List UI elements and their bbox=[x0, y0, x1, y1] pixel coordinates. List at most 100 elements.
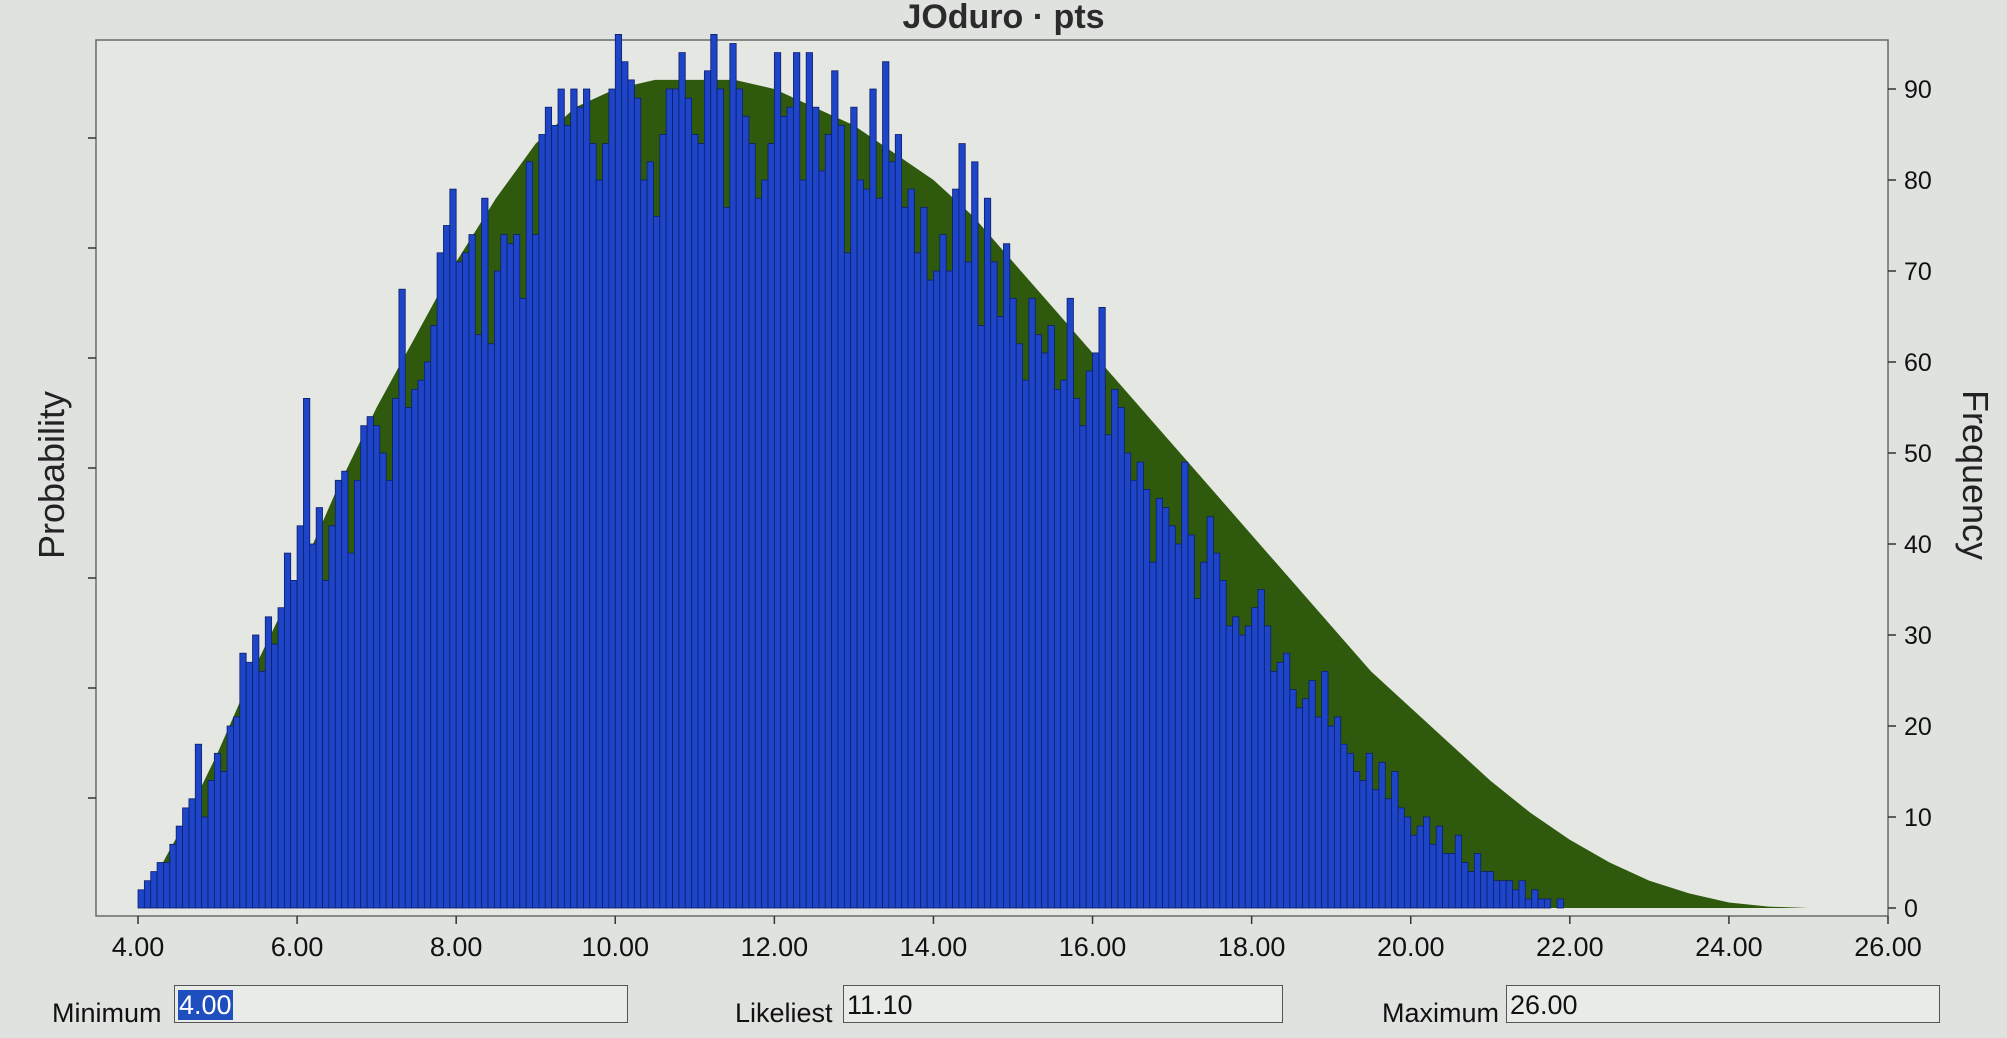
histogram-bar bbox=[303, 397, 311, 909]
x-tick-label: 6.00 bbox=[271, 932, 324, 962]
histogram-bar bbox=[1435, 825, 1443, 909]
histogram-bar bbox=[754, 197, 763, 909]
histogram-bar bbox=[163, 862, 171, 909]
y-tick-label: 80 bbox=[1904, 167, 1932, 195]
histogram-bar bbox=[939, 234, 947, 909]
histogram-bar bbox=[283, 552, 292, 909]
histogram-bar bbox=[1365, 752, 1373, 909]
histogram-bar bbox=[1181, 461, 1189, 909]
histogram-bar bbox=[1155, 498, 1163, 909]
y-tick-label: 90 bbox=[1904, 76, 1932, 104]
histogram-bar bbox=[1047, 325, 1055, 909]
histogram-bar bbox=[252, 634, 260, 909]
histogram-bar bbox=[882, 61, 890, 909]
histogram-bar bbox=[1111, 388, 1119, 909]
histogram-bar bbox=[1327, 725, 1335, 909]
histogram-bar bbox=[296, 525, 304, 909]
histogram-bar bbox=[245, 661, 253, 909]
histogram-bar bbox=[640, 179, 648, 909]
histogram-bar bbox=[1244, 625, 1253, 909]
histogram-bar bbox=[334, 479, 343, 909]
likeliest-value: 11.10 bbox=[847, 990, 913, 1020]
histogram-bar bbox=[449, 188, 457, 909]
histogram-bar bbox=[742, 115, 750, 909]
histogram-bar bbox=[1384, 798, 1393, 909]
histogram-bar bbox=[506, 243, 514, 909]
histogram-bar bbox=[392, 397, 400, 909]
histogram-bar bbox=[633, 97, 642, 909]
histogram-bar bbox=[1270, 671, 1278, 909]
minimum-label: Minimum bbox=[52, 998, 162, 1028]
histogram-bar bbox=[1480, 871, 1488, 909]
histogram-bar bbox=[773, 52, 782, 909]
histogram-bar bbox=[1200, 561, 1208, 909]
y-axis-right-label: Frequency bbox=[1955, 389, 1996, 561]
histogram-bar bbox=[455, 261, 463, 909]
histogram-bar bbox=[487, 343, 495, 909]
histogram-bar bbox=[239, 652, 247, 909]
histogram-bar bbox=[1003, 243, 1011, 909]
histogram-bar bbox=[570, 88, 578, 909]
y-tick-label: 10 bbox=[1904, 804, 1932, 832]
histogram-bar bbox=[322, 580, 330, 909]
histogram-bar bbox=[1168, 525, 1176, 909]
histogram-bar bbox=[945, 270, 953, 909]
histogram-bar bbox=[1015, 343, 1023, 909]
x-tick-label: 14.00 bbox=[900, 932, 968, 962]
y-tick-label: 0 bbox=[1904, 895, 1918, 923]
histogram-bar bbox=[233, 716, 241, 909]
histogram-bar bbox=[1060, 379, 1068, 909]
histogram-bar bbox=[379, 452, 387, 909]
maximum-field[interactable]: 26.00 bbox=[1506, 985, 1940, 1023]
histogram-bar bbox=[1308, 680, 1316, 909]
histogram-bar bbox=[175, 825, 183, 909]
histogram-bar bbox=[468, 234, 476, 909]
histogram-bar bbox=[1034, 334, 1043, 909]
x-tick-label: 24.00 bbox=[1695, 932, 1763, 962]
histogram-bar bbox=[557, 88, 565, 909]
histogram-bar bbox=[1123, 452, 1132, 909]
histogram-bar bbox=[843, 252, 852, 909]
histogram-bar bbox=[863, 188, 871, 909]
likeliest-field[interactable]: 11.10 bbox=[843, 985, 1283, 1023]
histogram-bar bbox=[404, 407, 413, 909]
histogram-bar bbox=[576, 106, 584, 909]
histogram-bar bbox=[563, 125, 572, 909]
histogram-bar bbox=[182, 807, 190, 909]
y-axis-left bbox=[88, 137, 96, 799]
histogram-bar bbox=[462, 252, 470, 909]
histogram-bar bbox=[1391, 771, 1399, 909]
histogram-bar bbox=[417, 379, 425, 909]
histogram-bar bbox=[1143, 488, 1151, 909]
histogram-bar bbox=[1104, 434, 1113, 909]
histogram-bar bbox=[194, 743, 203, 909]
histogram-bar bbox=[398, 288, 406, 909]
histogram-bar bbox=[1556, 898, 1564, 909]
histogram-bar bbox=[1454, 834, 1463, 909]
y-tick-label: 50 bbox=[1904, 440, 1932, 468]
histogram-bar bbox=[716, 88, 724, 909]
histogram-bar bbox=[474, 334, 483, 909]
histogram-bar bbox=[1098, 306, 1106, 909]
histogram-bar bbox=[423, 361, 432, 909]
histogram-bar bbox=[824, 134, 833, 909]
histogram-bar bbox=[1283, 652, 1291, 909]
minimum-field[interactable]: 4.00 bbox=[174, 985, 628, 1023]
histogram-bar bbox=[532, 234, 540, 909]
histogram-bar bbox=[589, 143, 597, 909]
histogram-bar bbox=[894, 134, 903, 909]
histogram-bar bbox=[678, 52, 686, 909]
maximum-label: Maximum bbox=[1382, 998, 1500, 1028]
histogram-bar bbox=[1187, 534, 1195, 909]
bars-layer bbox=[137, 34, 1564, 909]
histogram-bar bbox=[1333, 716, 1342, 909]
histogram-bar bbox=[1429, 843, 1437, 909]
histogram-bar bbox=[926, 279, 934, 909]
histogram-bar bbox=[793, 52, 801, 909]
histogram-bar bbox=[1219, 580, 1227, 909]
histogram-bar bbox=[1028, 297, 1036, 909]
histogram-bar bbox=[703, 70, 712, 909]
histogram-bar bbox=[831, 70, 839, 909]
x-tick-label: 4.00 bbox=[112, 932, 165, 962]
